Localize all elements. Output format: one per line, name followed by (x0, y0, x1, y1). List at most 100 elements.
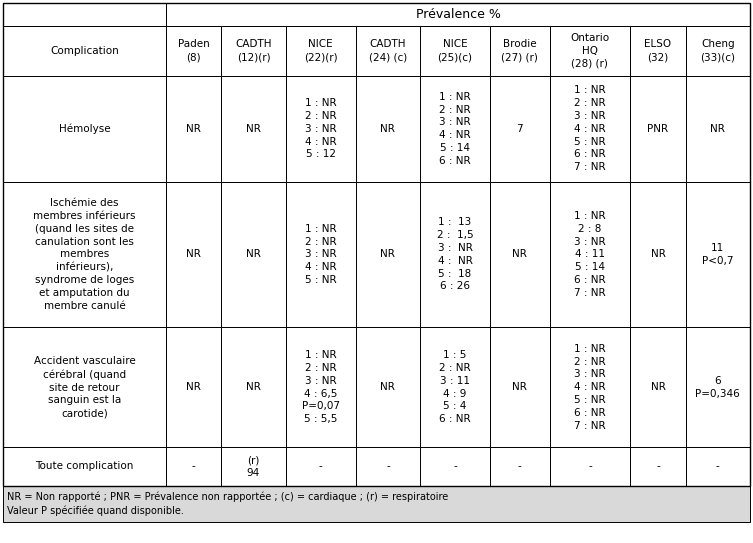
Bar (550, 447, 630, 486)
Text: 1 : NR
2 : NR
3 : NR
4 : NR
5 : NR
6 : NR
7 : NR: 1 : NR 2 : NR 3 : NR 4 : NR 5 : NR 6 : N… (574, 344, 605, 431)
Text: Toute complication: Toute complication (35, 462, 133, 471)
Text: (r)
94: (r) 94 (247, 455, 260, 478)
Text: NR: NR (513, 382, 527, 392)
Bar (166, 76, 221, 182)
Bar (3, 3, 166, 26)
Bar (166, 447, 221, 486)
Bar (490, 182, 550, 327)
Bar (550, 182, 630, 327)
Bar (355, 26, 420, 76)
Bar (221, 327, 285, 447)
Text: Prévalence %: Prévalence % (416, 8, 501, 21)
Bar (686, 447, 750, 486)
Bar (630, 26, 686, 76)
Text: 1 : NR
2 : NR
3 : NR
4 : 6,5
P=0,07
5 : 5,5: 1 : NR 2 : NR 3 : NR 4 : 6,5 P=0,07 5 : … (302, 350, 340, 424)
Bar (166, 26, 221, 76)
Text: -: - (386, 462, 390, 471)
Bar (686, 182, 750, 327)
Bar (166, 327, 221, 447)
Text: NR: NR (710, 124, 725, 134)
Text: 1 : 5
2 : NR
3 : 11
4 : 9
5 : 4
6 : NR: 1 : 5 2 : NR 3 : 11 4 : 9 5 : 4 6 : NR (439, 350, 471, 424)
Bar (490, 26, 550, 76)
Bar (490, 327, 550, 447)
Text: CADTH
(12)(r): CADTH (12)(r) (235, 40, 272, 62)
Text: 1 : NR
2 : NR
3 : NR
4 : NR
5 : 12: 1 : NR 2 : NR 3 : NR 4 : NR 5 : 12 (305, 98, 337, 159)
Bar (221, 26, 285, 76)
Bar (355, 327, 420, 447)
Bar (3, 182, 166, 327)
Bar (420, 327, 490, 447)
Text: NR: NR (246, 124, 261, 134)
Text: Cheng
(33)(c): Cheng (33)(c) (700, 40, 736, 62)
Bar (550, 26, 630, 76)
Bar (3, 76, 166, 182)
Text: 1 :  13
2 :  1,5
3 :  NR
4 :  NR
5 :  18
6 : 26: 1 : 13 2 : 1,5 3 : NR 4 : NR 5 : 18 6 : … (437, 217, 474, 292)
Text: Accident vasculaire
cérébral (quand
site de retour
sanguin est la
carotide): Accident vasculaire cérébral (quand site… (34, 356, 136, 418)
Text: Ischémie des
membres inférieurs
(quand les sites de
canulation sont les
membres
: Ischémie des membres inférieurs (quand l… (33, 198, 136, 311)
Bar (221, 447, 285, 486)
Text: 7: 7 (517, 124, 523, 134)
Bar (420, 182, 490, 327)
Bar (285, 26, 355, 76)
Bar (3, 447, 166, 486)
Text: NR: NR (651, 382, 666, 392)
Text: NICE
(22)(r): NICE (22)(r) (304, 40, 337, 62)
Bar (630, 447, 686, 486)
Text: -: - (192, 462, 196, 471)
Text: -: - (716, 462, 720, 471)
Text: -: - (453, 462, 457, 471)
Text: 11
P<0,7: 11 P<0,7 (702, 243, 733, 266)
Text: 1 : NR
2 : NR
3 : NR
4 : NR
5 : NR: 1 : NR 2 : NR 3 : NR 4 : NR 5 : NR (305, 224, 337, 285)
Text: Brodie
(27) (r): Brodie (27) (r) (501, 40, 538, 62)
Bar (630, 327, 686, 447)
Bar (221, 76, 285, 182)
Bar (3, 3, 750, 486)
Bar (630, 76, 686, 182)
Text: ELSO
(32): ELSO (32) (645, 40, 672, 62)
Bar (221, 182, 285, 327)
Bar (355, 182, 420, 327)
Text: NR: NR (186, 124, 201, 134)
Text: -: - (518, 462, 522, 471)
Bar (550, 76, 630, 182)
Text: NR: NR (380, 249, 395, 260)
Text: NR = Non rapporté ; PNR = Prévalence non rapportée ; (c) = cardiaque ; (r) = res: NR = Non rapporté ; PNR = Prévalence non… (7, 491, 448, 516)
Bar (285, 182, 355, 327)
Bar (285, 76, 355, 182)
Text: Complication: Complication (50, 46, 119, 56)
Bar (355, 76, 420, 182)
Text: NR: NR (246, 382, 261, 392)
Bar (3, 327, 166, 447)
Bar (166, 3, 750, 26)
Bar (686, 76, 750, 182)
Bar (355, 447, 420, 486)
Text: NR: NR (186, 382, 201, 392)
Bar (166, 182, 221, 327)
Bar (3, 486, 750, 522)
Text: 1 : NR
2 : NR
3 : NR
4 : NR
5 : 14
6 : NR: 1 : NR 2 : NR 3 : NR 4 : NR 5 : 14 6 : N… (439, 92, 471, 166)
Text: Ontario
HQ
(28) (r): Ontario HQ (28) (r) (570, 33, 609, 68)
Bar (420, 76, 490, 182)
Text: Hémolyse: Hémolyse (59, 123, 110, 134)
Text: -: - (656, 462, 660, 471)
Text: NR: NR (186, 249, 201, 260)
Bar (490, 76, 550, 182)
Text: NR: NR (513, 249, 527, 260)
Text: NR: NR (651, 249, 666, 260)
Bar (420, 447, 490, 486)
Text: Paden
(8): Paden (8) (178, 40, 209, 62)
Text: NR: NR (380, 382, 395, 392)
Text: -: - (319, 462, 322, 471)
Bar (490, 447, 550, 486)
Text: 6
P=0,346: 6 P=0,346 (696, 376, 740, 399)
Bar (285, 447, 355, 486)
Text: NR: NR (246, 249, 261, 260)
Text: NR: NR (380, 124, 395, 134)
Bar (630, 182, 686, 327)
Bar (550, 327, 630, 447)
Text: -: - (588, 462, 592, 471)
Bar (686, 26, 750, 76)
Text: 1 : NR
2 : 8
3 : NR
4 : 11
5 : 14
6 : NR
7 : NR: 1 : NR 2 : 8 3 : NR 4 : 11 5 : 14 6 : NR… (574, 211, 605, 298)
Bar (3, 26, 166, 76)
Text: CADTH
(24) (c): CADTH (24) (c) (369, 40, 407, 62)
